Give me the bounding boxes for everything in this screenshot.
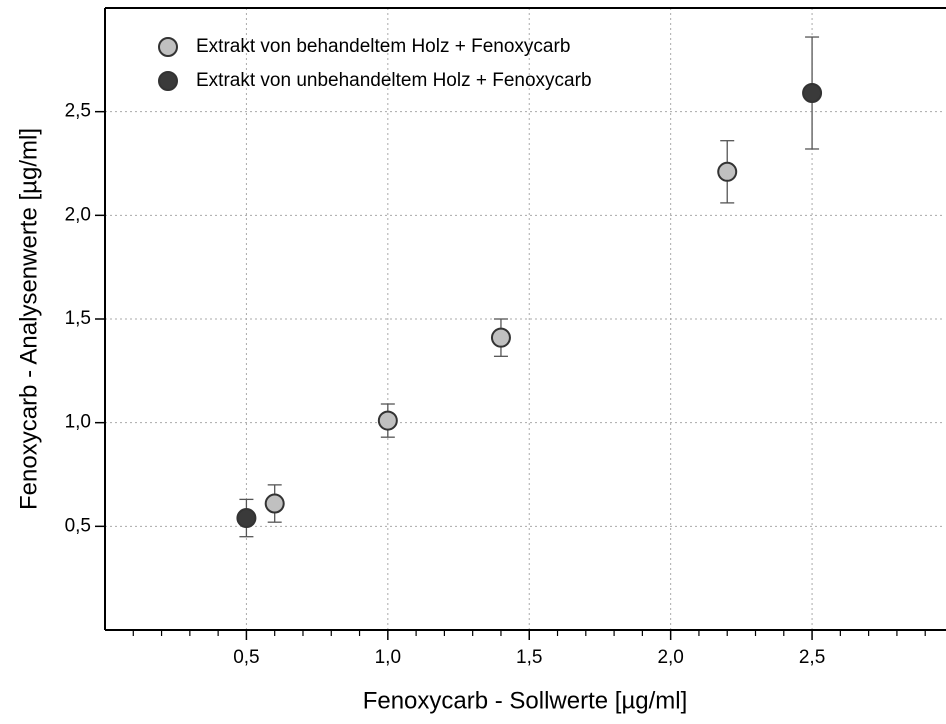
y-tick-label: 0,5 [65,515,91,536]
x-axis-label: Fenoxycarb - Sollwerte [µg/ml] [363,687,688,714]
y-tick-label: 2,5 [65,101,91,122]
data-point [802,83,823,104]
legend-label: Extrakt von behandeltem Holz + Fenoxycar… [196,36,570,57]
data-point [490,327,511,348]
x-tick-label: 0,5 [233,647,259,668]
data-point [377,410,398,431]
x-tick-label: 2,5 [799,647,825,668]
data-point [717,161,738,182]
legend-marker [158,37,178,57]
y-tick-label: 2,0 [65,204,91,225]
x-tick-label: 1,0 [375,647,401,668]
y-axis-label: Fenoxycarb - Analysenwerte [µg/ml] [15,128,42,510]
x-tick-label: 2,0 [657,647,683,668]
legend-marker [158,71,178,91]
y-tick-label: 1,5 [65,308,91,329]
data-point [236,508,257,529]
x-tick-label: 1,5 [516,647,542,668]
y-tick-label: 1,0 [65,412,91,433]
legend-label: Extrakt von unbehandeltem Holz + Fenoxyc… [196,70,592,91]
data-point [264,493,285,514]
